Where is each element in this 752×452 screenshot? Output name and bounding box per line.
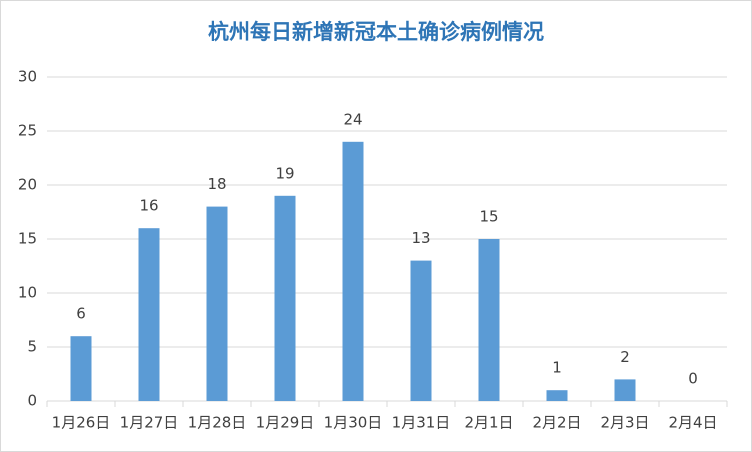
- y-tick-label: 15: [18, 230, 37, 248]
- x-tick-label: 1月29日: [256, 414, 315, 432]
- data-label: 24: [343, 110, 362, 128]
- y-tick-label: 30: [18, 68, 37, 86]
- y-tick-label: 10: [18, 284, 37, 302]
- data-label: 1: [552, 359, 562, 377]
- data-label: 15: [479, 208, 498, 226]
- bar: [614, 379, 636, 401]
- data-label: 6: [76, 305, 86, 323]
- y-tick-label: 20: [18, 176, 37, 194]
- bar: [342, 141, 364, 402]
- bar: [274, 195, 296, 401]
- y-tick-label: 5: [27, 338, 37, 356]
- x-tick-label: 1月31日: [392, 414, 451, 432]
- y-tick-label: 0: [27, 392, 37, 410]
- bar: [546, 390, 568, 401]
- data-label: 0: [688, 370, 698, 388]
- chart-title: 杭州每日新增新冠本土确诊病例情况: [208, 20, 544, 44]
- x-tick-label: 1月30日: [324, 414, 383, 432]
- data-label: 16: [139, 197, 158, 215]
- bar: [478, 239, 500, 401]
- x-tick-label: 1月26日: [52, 414, 111, 432]
- data-label: 18: [207, 175, 226, 193]
- data-label: 19: [275, 164, 294, 182]
- y-tick-label: 25: [18, 122, 37, 140]
- bar: [410, 260, 432, 401]
- x-tick-label: 1月27日: [120, 414, 179, 432]
- x-tick-label: 2月3日: [600, 414, 649, 432]
- x-tick-label: 2月4日: [668, 414, 717, 432]
- x-tick-label: 2月1日: [464, 414, 513, 432]
- bar: [138, 228, 160, 401]
- data-label: 2: [620, 348, 630, 366]
- x-tick-label: 1月28日: [188, 414, 247, 432]
- bar: [70, 336, 92, 401]
- bar: [206, 206, 228, 401]
- x-tick-label: 2月2日: [532, 414, 581, 432]
- data-label: 13: [411, 229, 430, 247]
